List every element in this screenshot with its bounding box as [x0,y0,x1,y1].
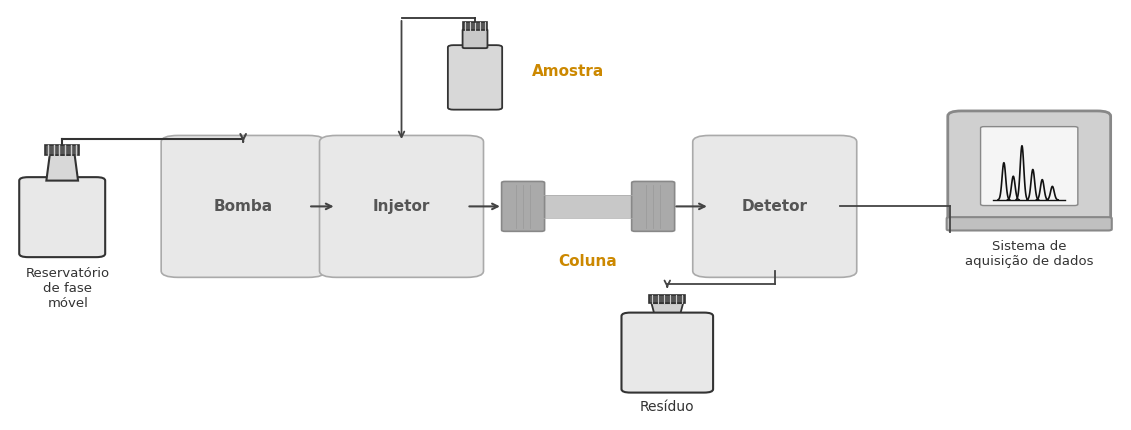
FancyBboxPatch shape [649,295,685,303]
Text: Sistema de
aquisição de dados: Sistema de aquisição de dados [965,240,1094,268]
FancyBboxPatch shape [947,217,1112,230]
FancyBboxPatch shape [448,45,502,110]
FancyBboxPatch shape [523,194,654,218]
FancyBboxPatch shape [502,181,545,231]
FancyBboxPatch shape [631,181,674,231]
FancyBboxPatch shape [45,145,79,155]
FancyBboxPatch shape [692,135,857,277]
FancyBboxPatch shape [463,29,487,48]
FancyBboxPatch shape [622,313,713,393]
Text: Resíduo: Resíduo [640,400,694,414]
Text: Injetor: Injetor [373,199,430,214]
FancyBboxPatch shape [19,177,105,257]
Polygon shape [651,303,683,316]
Text: Detetor: Detetor [742,199,808,214]
Polygon shape [46,155,78,181]
Text: Bomba: Bomba [214,199,273,214]
FancyBboxPatch shape [162,135,326,277]
Text: Amostra: Amostra [532,64,604,79]
Text: Coluna: Coluna [559,254,618,269]
FancyBboxPatch shape [981,126,1078,206]
FancyBboxPatch shape [463,22,487,30]
Text: Reservatório
de fase
móvel: Reservatório de fase móvel [26,267,110,310]
FancyBboxPatch shape [319,135,484,277]
FancyBboxPatch shape [948,111,1111,224]
